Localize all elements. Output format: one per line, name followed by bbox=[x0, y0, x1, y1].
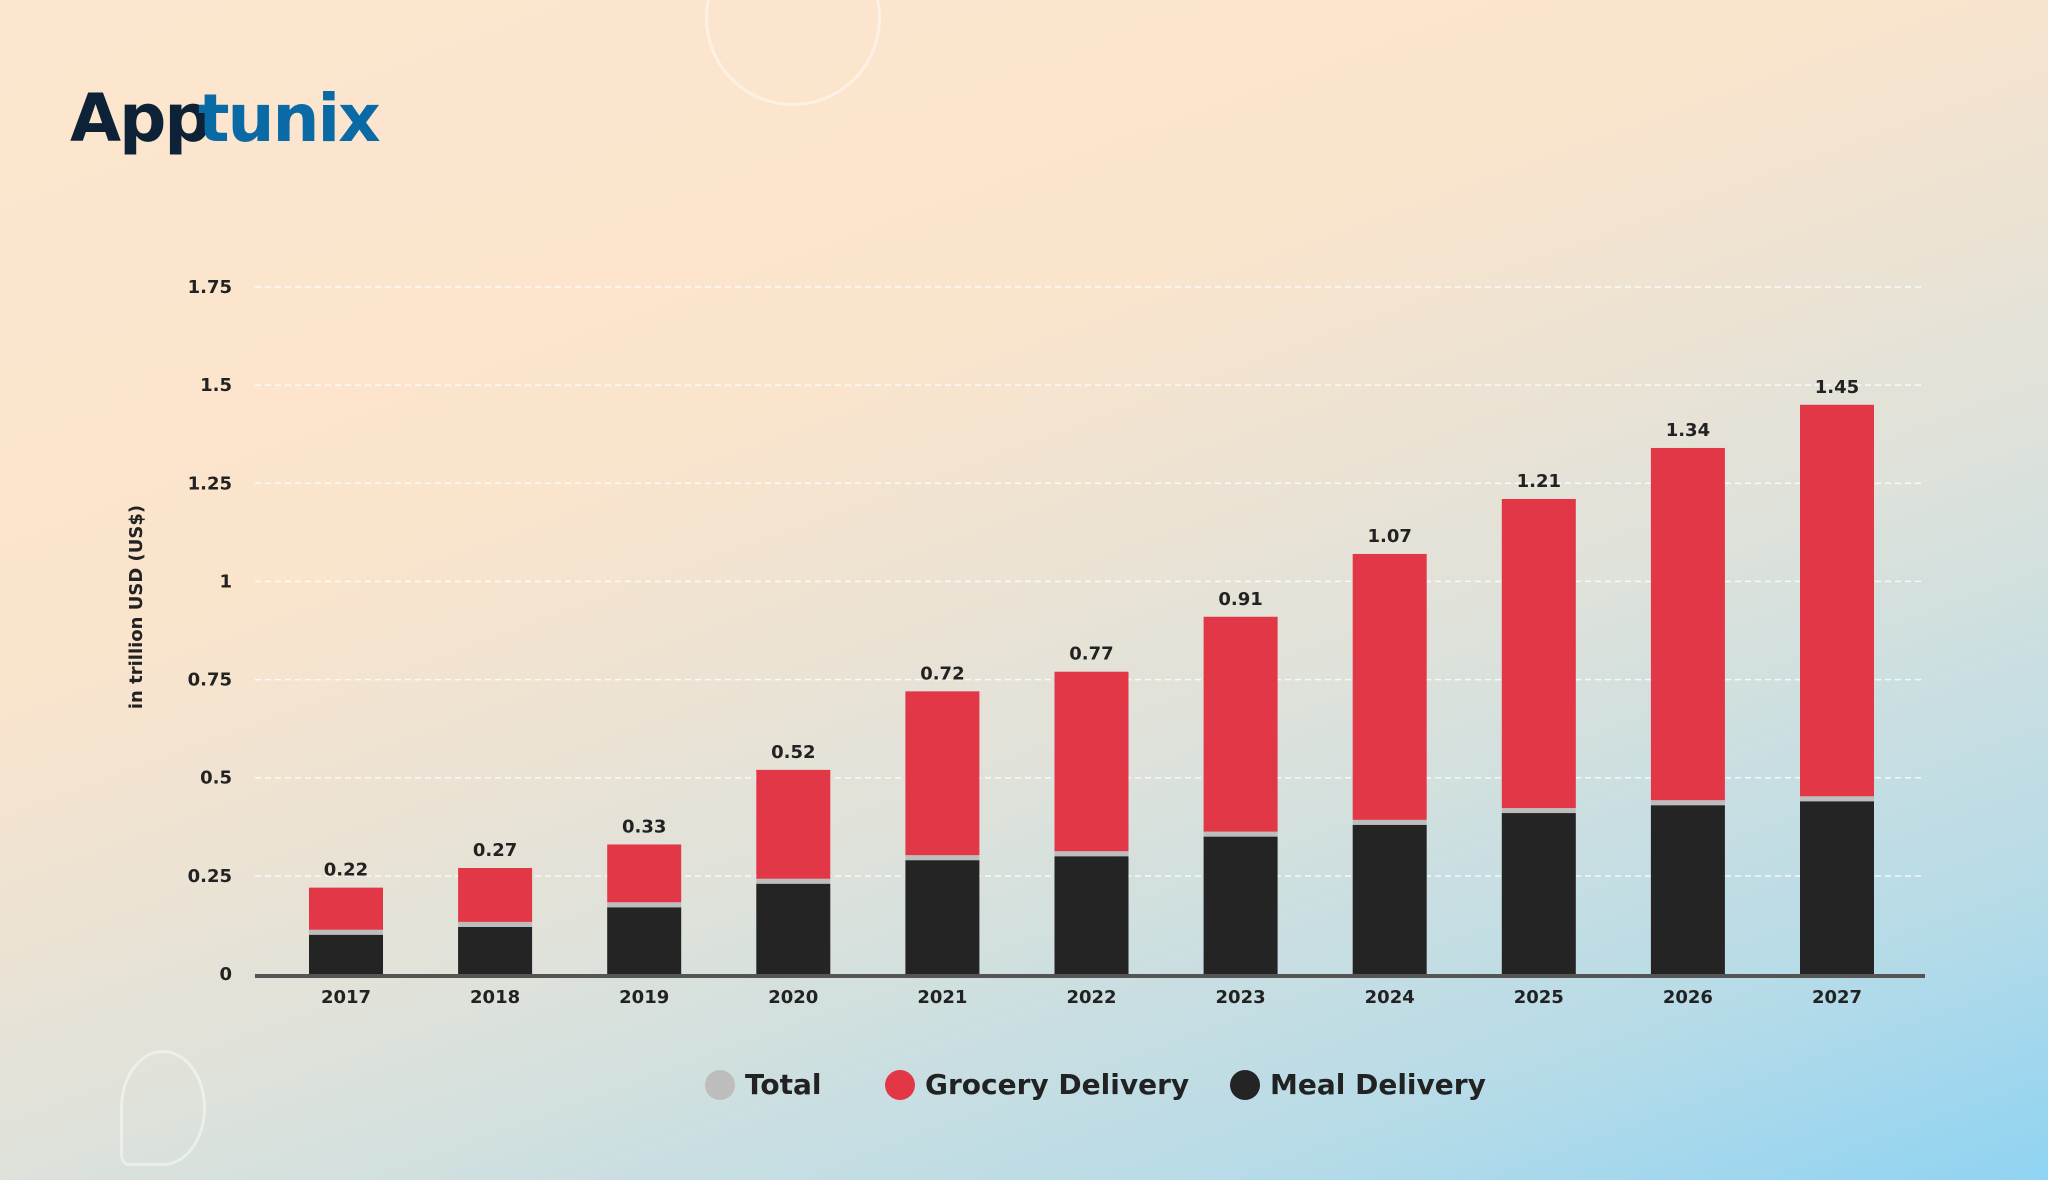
decorative-leaf-outline bbox=[120, 1050, 206, 1166]
bar-grocery-delivery bbox=[458, 868, 533, 922]
bar-grocery-delivery bbox=[309, 887, 383, 930]
logo-text-tunix: tunix bbox=[198, 80, 381, 157]
y-tick-label: 1.75 bbox=[188, 277, 232, 298]
bar-meal-delivery bbox=[309, 934, 383, 974]
y-tick-label: 1.5 bbox=[200, 375, 232, 396]
x-tick-label: 2017 bbox=[321, 987, 371, 1008]
bar-total-marker bbox=[1650, 800, 1725, 806]
bar-total-marker bbox=[1501, 808, 1576, 814]
bar-meal-delivery bbox=[607, 907, 682, 974]
legend-swatch-meal bbox=[1230, 1069, 1260, 1100]
bar-grocery-delivery bbox=[1203, 616, 1278, 832]
data-label: 1.34 bbox=[1666, 420, 1710, 441]
legend-label: Meal Delivery bbox=[1270, 1068, 1486, 1101]
data-label: 1.45 bbox=[1815, 377, 1859, 398]
x-tick-label: 2021 bbox=[917, 987, 967, 1008]
y-tick-label: 0.5 bbox=[200, 768, 232, 789]
data-label: 1.07 bbox=[1367, 526, 1411, 547]
bar-grocery-delivery bbox=[1054, 671, 1129, 852]
legend-swatch-total bbox=[705, 1069, 735, 1100]
bar-total-marker bbox=[309, 929, 383, 935]
y-tick-label: 0.75 bbox=[188, 670, 232, 691]
bar-total-marker bbox=[1800, 796, 1874, 802]
legend-label: Total bbox=[745, 1068, 822, 1101]
logo-text-app: App bbox=[70, 80, 212, 157]
data-label: 0.27 bbox=[473, 840, 517, 861]
x-tick-label: 2025 bbox=[1514, 987, 1564, 1008]
x-tick-label: 2022 bbox=[1066, 987, 1116, 1008]
x-tick-label: 2019 bbox=[619, 987, 669, 1008]
y-tick-label: 1 bbox=[219, 571, 232, 592]
data-label: 0.77 bbox=[1069, 644, 1113, 665]
bar-grocery-delivery bbox=[607, 844, 682, 903]
data-label: 1.21 bbox=[1517, 471, 1561, 492]
bar-meal-delivery bbox=[905, 860, 980, 974]
bar-meal-delivery bbox=[1501, 813, 1576, 974]
legend-label: Grocery Delivery bbox=[925, 1068, 1190, 1101]
data-label: 0.52 bbox=[771, 742, 815, 763]
x-tick-label: 2018 bbox=[470, 987, 520, 1008]
bar-total-marker bbox=[1203, 831, 1278, 837]
bar-total-marker bbox=[756, 878, 831, 884]
x-tick-label: 2020 bbox=[768, 987, 818, 1008]
data-label: 0.72 bbox=[920, 663, 964, 684]
data-label: 0.91 bbox=[1218, 589, 1262, 610]
y-tick-label: 0.25 bbox=[188, 866, 232, 887]
bar-meal-delivery bbox=[1352, 824, 1427, 974]
bar-grocery-delivery bbox=[1501, 498, 1576, 809]
bar-grocery-delivery bbox=[1352, 553, 1427, 820]
bar-total-marker bbox=[458, 921, 533, 927]
bar-meal-delivery bbox=[1650, 805, 1725, 974]
bar-meal-delivery bbox=[1054, 856, 1129, 974]
legend-swatch-grocery bbox=[885, 1069, 915, 1100]
x-tick-label: 2027 bbox=[1812, 987, 1862, 1008]
bar-meal-delivery bbox=[1800, 801, 1874, 974]
bar-meal-delivery bbox=[458, 926, 533, 974]
x-tick-label: 2026 bbox=[1663, 987, 1713, 1008]
bar-meal-delivery bbox=[756, 883, 831, 974]
bar-total-marker bbox=[607, 902, 682, 908]
y-tick-label: 1.25 bbox=[188, 473, 232, 494]
bar-total-marker bbox=[905, 855, 980, 861]
legend-item-meal: Meal Delivery bbox=[1230, 1068, 1486, 1101]
bar-total-marker bbox=[1054, 851, 1129, 857]
bar-grocery-delivery bbox=[1800, 404, 1874, 797]
y-axis-title: in trillion USD (US$) bbox=[126, 505, 147, 709]
x-tick-label: 2023 bbox=[1216, 987, 1266, 1008]
bar-grocery-delivery bbox=[905, 691, 980, 856]
bar-grocery-delivery bbox=[1650, 447, 1725, 801]
bar-meal-delivery bbox=[1203, 836, 1278, 974]
x-tick-label: 2024 bbox=[1365, 987, 1415, 1008]
y-tick-label: 0 bbox=[219, 964, 232, 985]
bar-total-marker bbox=[1352, 819, 1427, 825]
data-label: 0.33 bbox=[622, 816, 666, 837]
legend-item-total: Total bbox=[705, 1068, 822, 1101]
data-label: 0.22 bbox=[324, 860, 368, 881]
legend-item-grocery: Grocery Delivery bbox=[885, 1068, 1189, 1101]
bar-grocery-delivery bbox=[756, 769, 831, 879]
